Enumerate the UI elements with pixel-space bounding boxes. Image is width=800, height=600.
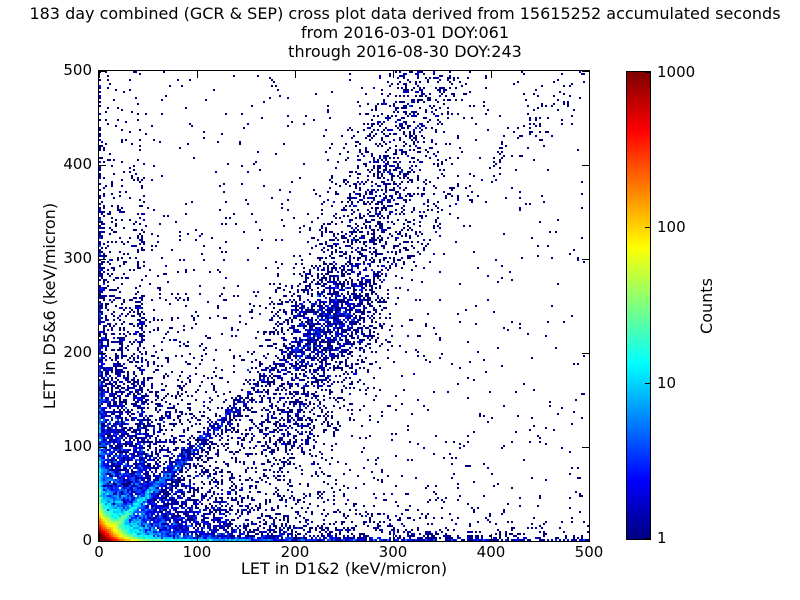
title-line-1: 183 day combined (GCR & SEP) cross plot … <box>29 4 781 23</box>
colorbar-gradient-canvas <box>627 72 650 539</box>
colorbar-tick-mark <box>645 538 650 539</box>
y-tick-mark <box>99 353 106 354</box>
x-tick-mark <box>197 534 198 541</box>
x-tick-label: 400 <box>476 543 506 561</box>
x-tick-mark <box>589 534 590 541</box>
x-tick-label: 200 <box>280 543 310 561</box>
x-tick-mark <box>491 534 492 541</box>
y-tick-label: 100 <box>63 437 92 455</box>
y-tick-label: 500 <box>63 61 92 79</box>
x-tick-label: 300 <box>378 543 408 561</box>
x-axis-label: LET in D1&2 (keV/micron) <box>240 559 448 578</box>
colorbar-tick-label: 1000 <box>657 63 696 81</box>
x-tick-mark-top <box>589 71 590 78</box>
x-tick-mark-top <box>491 71 492 78</box>
y-tick-label: 300 <box>63 249 92 267</box>
y-tick-mark <box>99 447 106 448</box>
y-tick-mark-right <box>582 71 589 72</box>
y-tick-label: 200 <box>63 343 92 361</box>
x-tick-mark <box>295 534 296 541</box>
colorbar-tick-label: 100 <box>657 218 686 236</box>
x-tick-mark <box>393 534 394 541</box>
y-tick-mark <box>99 71 106 72</box>
colorbar-tick-label: 1 <box>657 529 667 547</box>
y-axis-label: LET in D5&6 (keV/micron) <box>40 202 59 410</box>
y-tick-mark-right <box>582 165 589 166</box>
x-tick-mark-top <box>99 71 100 78</box>
chart-title: 183 day combined (GCR & SEP) cross plot … <box>10 4 800 61</box>
colorbar-tick-label: 10 <box>657 374 677 392</box>
x-tick-label: 500 <box>574 543 604 561</box>
x-tick-mark-top <box>295 71 296 78</box>
y-tick-label: 400 <box>63 155 92 173</box>
colorbar-tick-mark <box>645 72 650 73</box>
x-tick-mark <box>99 534 100 541</box>
y-tick-mark-right <box>582 447 589 448</box>
colorbar-label: Counts <box>697 278 716 334</box>
plot-area <box>98 70 590 542</box>
y-tick-mark <box>99 165 106 166</box>
title-line-3: through 2016-08-30 DOY:243 <box>288 42 522 61</box>
title-line-2: from 2016-03-01 DOY:061 <box>300 23 509 42</box>
y-tick-mark <box>99 259 106 260</box>
x-tick-mark-top <box>197 71 198 78</box>
colorbar <box>626 71 651 540</box>
y-tick-mark-right <box>582 259 589 260</box>
y-tick-label: 0 <box>82 531 92 549</box>
colorbar-tick-mark <box>645 383 650 384</box>
x-tick-mark-top <box>393 71 394 78</box>
colorbar-tick-mark <box>645 227 650 228</box>
y-tick-mark-right <box>582 541 589 542</box>
y-tick-mark <box>99 541 106 542</box>
scatter-density-canvas <box>99 71 589 541</box>
x-tick-label: 0 <box>94 543 104 561</box>
x-tick-label: 100 <box>182 543 212 561</box>
y-tick-mark-right <box>582 353 589 354</box>
